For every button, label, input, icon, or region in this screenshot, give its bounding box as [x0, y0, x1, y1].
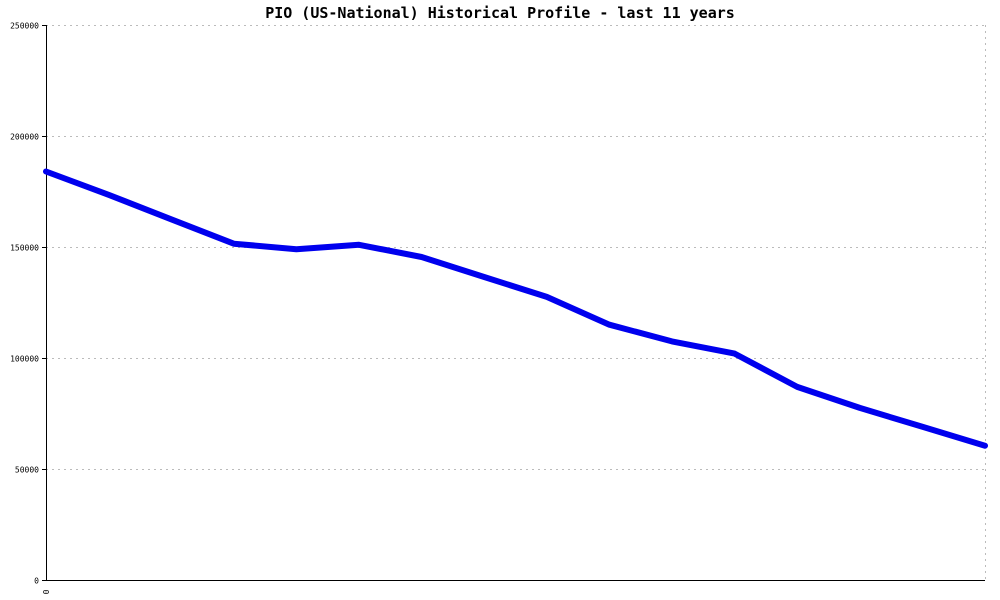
y-tick-label: 0 — [34, 577, 39, 586]
x-tick-label: 0 — [42, 589, 51, 594]
series-layer — [43, 168, 988, 449]
y-tick-label: 50000 — [15, 466, 39, 475]
y-tick-labels: 0 50000 100000 150000 200000 250000 — [10, 22, 39, 586]
y-tick-label: 200000 — [10, 133, 39, 142]
chart-title: PIO (US-National) Historical Profile - l… — [265, 4, 735, 22]
y-tick-label: 150000 — [10, 244, 39, 253]
y-tick-label: 250000 — [10, 22, 39, 31]
x-tick-labels: 0 — [42, 589, 51, 594]
y-tick-label: 100000 — [10, 355, 39, 364]
grid-layer — [46, 25, 986, 580]
axis-layer — [42, 25, 985, 581]
series-line — [43, 168, 988, 449]
